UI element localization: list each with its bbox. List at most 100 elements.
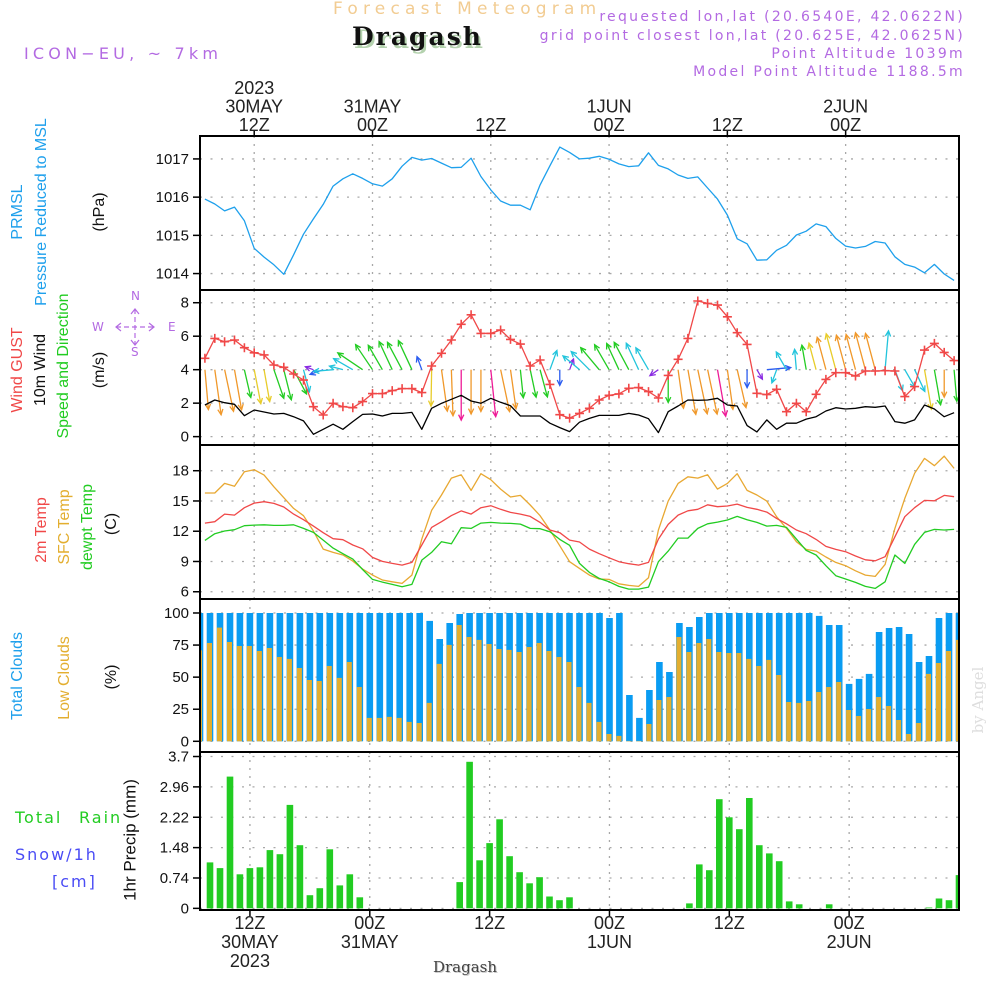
- chart-title: Forecast Meteogram: [333, 0, 602, 19]
- bar-total: [825, 625, 833, 742]
- bar-precip: [216, 868, 224, 909]
- wind-direction-arrow: [397, 339, 413, 370]
- panel-frame: [199, 751, 960, 911]
- wind-direction-arrow: [743, 369, 751, 390]
- bar-low: [896, 720, 902, 742]
- wind-direction-arrow: [449, 369, 456, 418]
- arrow-head: [265, 395, 272, 404]
- wind-direction-arrow: [427, 369, 435, 408]
- gust-marker: [368, 389, 377, 399]
- gust-marker: [377, 389, 387, 399]
- arrow-shaft: [771, 369, 778, 383]
- footer-location: Dragash: [432, 958, 498, 976]
- gust-marker: [851, 371, 860, 381]
- wind-direction-arrow: [853, 331, 866, 370]
- bottom-time-label: 00Z: [594, 913, 625, 933]
- gust-marker: [230, 335, 239, 345]
- arrow-head: [512, 402, 519, 411]
- compass-cross-icon: [115, 308, 155, 346]
- panel-frame: [199, 444, 960, 600]
- arrow-shaft: [224, 369, 235, 412]
- requested-coordinates: requested lon,lat (20.6540E, 42.0622N): [599, 9, 965, 25]
- y-tick-label: 4: [181, 362, 189, 379]
- bar-low: [516, 652, 522, 742]
- arrow-head: [605, 342, 612, 350]
- gust-marker: [259, 350, 269, 360]
- arrow-shaft: [845, 334, 857, 370]
- bar-low: [756, 666, 762, 742]
- compass-east: E: [168, 320, 176, 334]
- bar-precip: [226, 776, 234, 909]
- arrow-head: [301, 387, 308, 396]
- top-time-label: 30MAY: [225, 97, 283, 117]
- gust-marker: [328, 398, 338, 408]
- plot-area-wind: [200, 296, 959, 435]
- wind-direction-arrow: [539, 369, 550, 399]
- wind-direction-arrow: [467, 369, 475, 416]
- wind-direction-arrow: [519, 369, 526, 400]
- wind-direction-arrow: [726, 369, 736, 411]
- bar-low: [217, 627, 222, 742]
- y-tick-label: 2.96: [160, 779, 189, 796]
- bar-low: [296, 668, 302, 742]
- gust-marker: [594, 395, 604, 405]
- arrow-head: [531, 391, 539, 399]
- gust-marker: [584, 403, 594, 413]
- bar-precip: [336, 885, 344, 909]
- wind-direction-arrow: [440, 369, 450, 413]
- bar-total: [626, 695, 633, 742]
- arrow-head: [593, 343, 600, 351]
- wind-direction-arrow: [687, 369, 699, 416]
- arrow-head: [279, 392, 286, 400]
- bottom-time-label: 00Z: [834, 913, 865, 933]
- top-time-label: 00Z: [594, 115, 625, 135]
- y-tick-label: 0.74: [160, 870, 189, 887]
- bar-precip: [356, 897, 364, 909]
- gust-marker: [496, 325, 506, 335]
- arrow-head: [449, 410, 456, 418]
- arrow-head: [237, 403, 244, 412]
- gust-marker: [506, 334, 515, 344]
- gust-marker: [683, 333, 693, 343]
- arrow-shaft: [835, 335, 847, 370]
- wind-direction-arrow: [570, 350, 590, 371]
- gust-marker: [437, 348, 446, 358]
- bar-low: [236, 646, 242, 742]
- top-time-label: 1JUN: [587, 97, 632, 117]
- bar-precip: [756, 845, 763, 909]
- bar-low: [856, 716, 862, 742]
- gust-marker: [614, 389, 624, 399]
- wind-direction-arrow: [556, 369, 563, 387]
- arrow-shaft: [397, 340, 413, 370]
- bar-low: [606, 734, 612, 742]
- bar-precip: [516, 872, 523, 909]
- bar-low: [546, 651, 552, 742]
- gust-marker: [860, 366, 870, 376]
- panel-pressure: 1014 1015 1016 1017: [156, 135, 960, 291]
- gust-marker: [456, 319, 466, 329]
- wind-direction-arrow: [354, 343, 374, 371]
- arrow-shaft: [933, 369, 942, 405]
- bottom-time-label: 12Z: [714, 913, 745, 933]
- bar-low: [796, 702, 802, 742]
- arrow-head: [519, 391, 526, 400]
- arrow-shaft: [569, 358, 575, 370]
- wind-direction-arrow: [791, 347, 799, 370]
- bar-precip: [785, 901, 793, 909]
- wind-direction-arrow: [844, 333, 857, 370]
- bar-low: [876, 697, 882, 742]
- arrow-shaft: [416, 356, 423, 370]
- y-tick-label: 12: [172, 523, 189, 540]
- bar-low: [526, 647, 532, 742]
- arrow-shaft: [519, 369, 524, 398]
- gust-marker: [446, 335, 456, 345]
- arrow-shaft: [766, 366, 791, 371]
- arrow-shaft: [233, 369, 243, 410]
- wind-direction-arrow: [807, 341, 817, 370]
- bar-precip: [696, 864, 703, 909]
- wind-direction-arrow: [336, 352, 364, 371]
- arrow-shaft: [923, 369, 933, 410]
- panel-clouds: 0 25 50 75 100: [164, 598, 960, 753]
- wind-direction-arrow: [941, 369, 948, 399]
- bar-total: [855, 678, 863, 742]
